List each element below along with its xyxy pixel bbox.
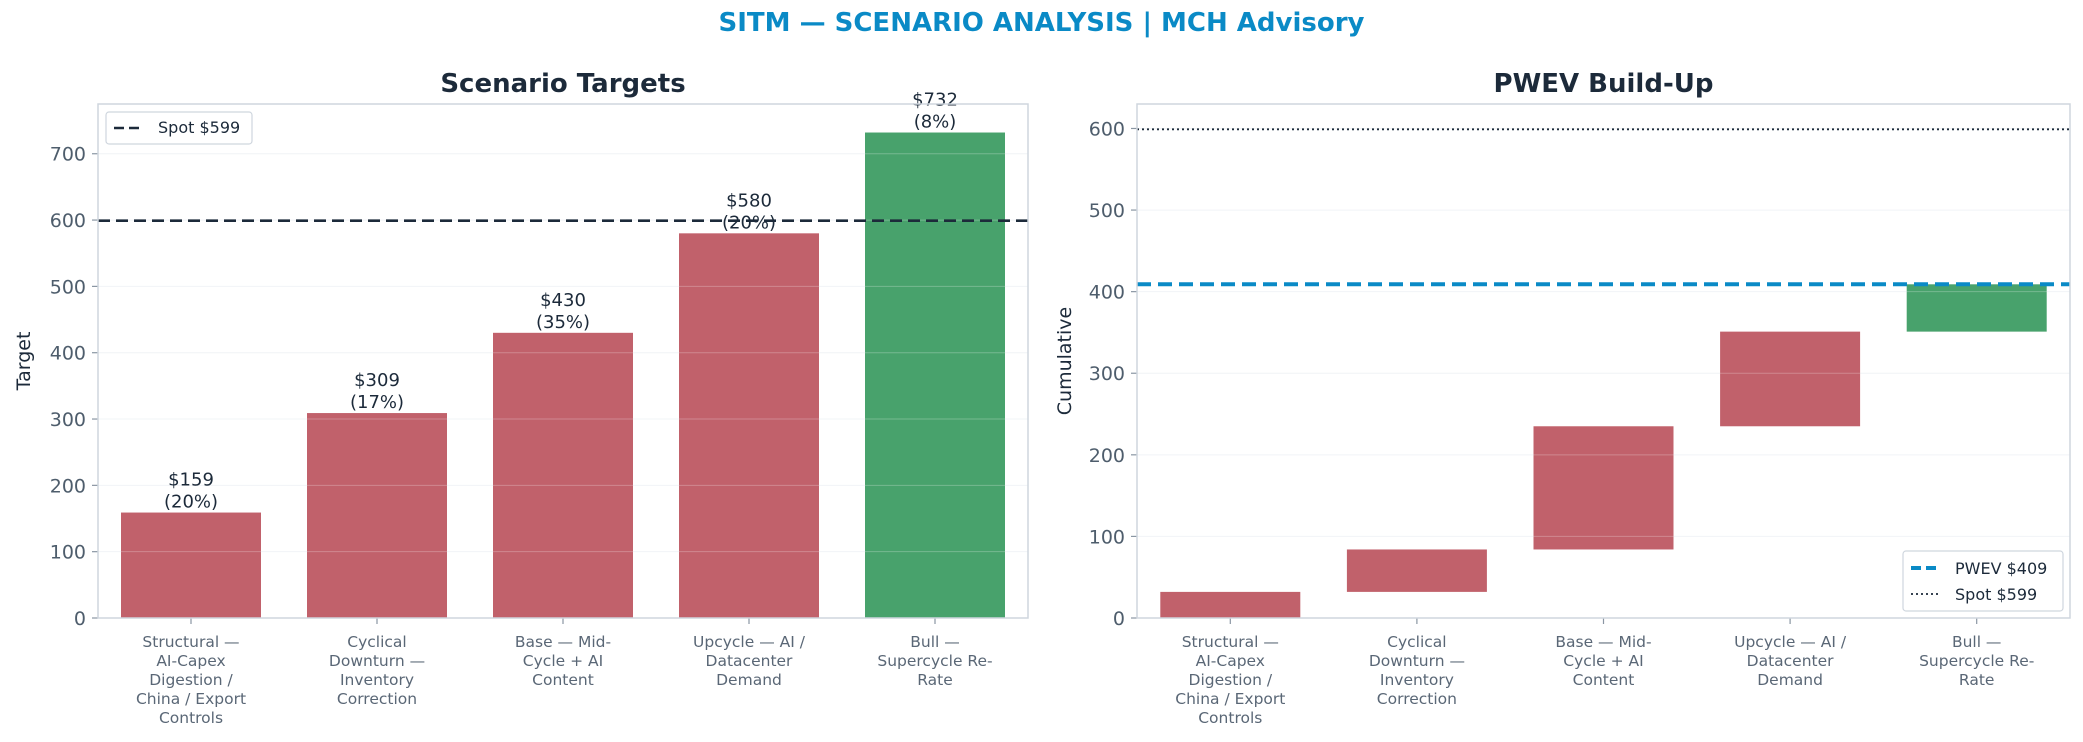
y-axis-label: Cumulative [1054, 307, 1076, 415]
x-tick-label: Datacenter [706, 652, 794, 670]
legend-label: Spot $599 [158, 118, 240, 137]
data-label: $309 [354, 370, 400, 391]
x-tick-label: AI-Capex [1196, 652, 1265, 670]
x-tick-label: Upcycle — AI / [1734, 633, 1847, 651]
y-axis-label: Target [13, 332, 35, 392]
x-tick-label: China / Export [1175, 690, 1285, 708]
data-label: (17%) [350, 392, 404, 413]
bar [307, 413, 447, 618]
data-label: (20%) [164, 492, 218, 513]
y-tick-label: 300 [50, 409, 86, 431]
scenario-targets-panel: Scenario Targets 0 100 200 300 400 500 600 700 Ta… [13, 69, 1029, 727]
x-tick-label: Base — Mid- [1555, 633, 1651, 651]
y-tick-label: 300 [1089, 363, 1125, 385]
pwev-buildup-panel: PWEV Build-Up 0 100 200 300 400 500 600 Cumulati… [1054, 69, 2071, 727]
x-tick-label: Demand [716, 671, 782, 689]
y-tick-label: 100 [50, 542, 86, 564]
y-tick-label: 500 [1089, 200, 1125, 222]
y-tick-label: 200 [50, 475, 86, 497]
x-tick-label: Structural — [142, 633, 239, 651]
x-tick-label: Demand [1757, 671, 1823, 689]
legend-label: PWEV $409 [1955, 559, 2047, 578]
bar [1160, 591, 1301, 618]
x-tick-label: Rate [917, 671, 953, 689]
y-tick-label: 200 [1089, 445, 1125, 467]
x-tick-label: Bull — [910, 633, 960, 651]
plot-frame [97, 103, 1029, 619]
bar [1533, 426, 1674, 550]
legend-label: Spot $599 [1955, 585, 2037, 604]
x-tick-label: Structural — [1182, 633, 1279, 651]
data-label: (8%) [914, 112, 957, 133]
y-tick-label: 600 [1089, 118, 1125, 140]
bar [1906, 284, 2047, 332]
x-tick-label: Correction [337, 690, 417, 708]
x-tick-label: Rate [1959, 671, 1995, 689]
x-tick-label: Controls [1198, 709, 1262, 727]
x-tick-label: Cycle + AI [523, 652, 603, 670]
x-tick-label: Content [532, 671, 594, 689]
y-tick-label: 500 [50, 276, 86, 298]
bar [493, 332, 633, 618]
x-tick-label: Cycle + AI [1563, 652, 1643, 670]
x-tick-label: Digestion / [1189, 671, 1273, 689]
data-label: $159 [168, 470, 214, 491]
x-tick-label: China / Export [136, 690, 246, 708]
chart-suptitle: SITM — SCENARIO ANALYSIS | MCH Advisory [718, 8, 1365, 38]
bar [1720, 331, 1861, 427]
y-tick-label: 400 [1089, 282, 1125, 304]
data-label: $580 [726, 190, 772, 211]
y-tick-label: 0 [74, 608, 86, 630]
panel-title: PWEV Build-Up [1494, 69, 1714, 99]
bar [865, 132, 1005, 618]
data-label: $732 [912, 90, 958, 111]
x-tick-label: Downturn — [1369, 652, 1465, 670]
x-tick-label: Cyclical [347, 633, 406, 651]
x-tick-label: Inventory [340, 671, 414, 689]
x-tick-label: Upcycle — AI / [693, 633, 806, 651]
panel-title: Scenario Targets [440, 69, 685, 99]
x-tick-label: Cyclical [1387, 633, 1446, 651]
x-tick-label: Datacenter [1747, 652, 1835, 670]
bar [679, 233, 819, 618]
data-label: (20%) [722, 212, 776, 233]
x-tick-label: Content [1573, 671, 1635, 689]
y-tick-label: 400 [50, 343, 86, 365]
x-tick-label: Bull — [1952, 633, 2002, 651]
x-tick-label: AI-Capex [156, 652, 225, 670]
legend-box [105, 111, 253, 145]
y-tick-label: 100 [1089, 526, 1125, 548]
y-tick-label: 600 [50, 210, 86, 232]
x-tick-label: Correction [1377, 690, 1457, 708]
x-tick-label: Downturn — [329, 652, 425, 670]
x-tick-label: Controls [159, 709, 223, 727]
x-tick-label: Supercycle Re- [877, 652, 992, 670]
data-label: (35%) [536, 312, 590, 333]
y-tick-label: 700 [50, 144, 86, 166]
bar [1346, 549, 1487, 592]
bar [121, 512, 261, 618]
x-tick-label: Digestion / [149, 671, 233, 689]
x-tick-label: Inventory [1380, 671, 1454, 689]
plot-frame [1136, 103, 2071, 619]
data-label: $430 [540, 290, 586, 311]
x-tick-label: Base — Mid- [515, 633, 611, 651]
legend-box [1902, 550, 2064, 612]
y-tick-label: 0 [1113, 608, 1125, 630]
x-tick-label: Supercycle Re- [1919, 652, 2034, 670]
